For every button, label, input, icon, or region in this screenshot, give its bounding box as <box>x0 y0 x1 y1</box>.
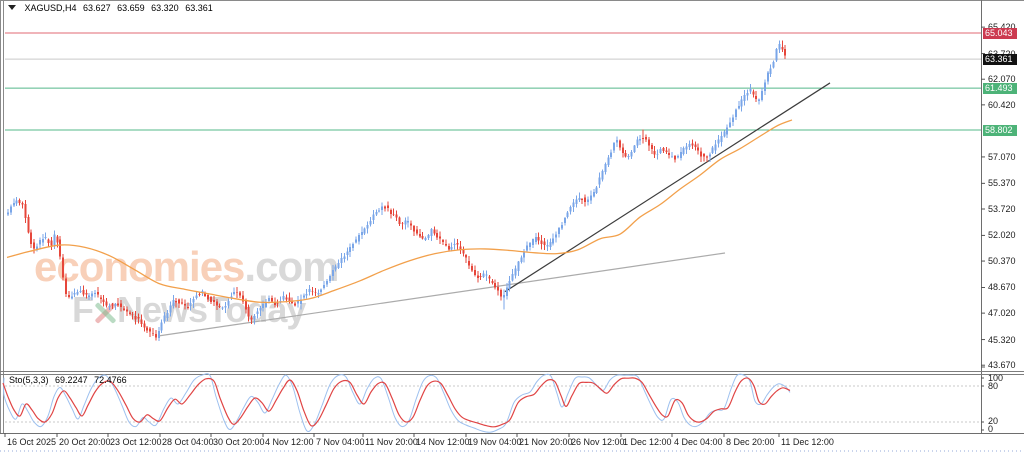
quote-close: 63.361 <box>185 3 213 13</box>
price-axis-label: 53.720 <box>988 203 1016 214</box>
price-axis-label: 47.020 <box>988 308 1016 319</box>
stoch-axis-label: 80 <box>988 381 999 391</box>
quote-high: 63.659 <box>117 3 145 13</box>
time-axis-label: 26 Nov 12:00 <box>571 437 625 447</box>
price-axis-label: 63.720 <box>988 49 1016 59</box>
time-axis-label: 11 Dec 12:00 <box>781 437 834 447</box>
time-axis-label: 21 Nov 20:00 <box>519 437 573 447</box>
time-axis-label: 7 Nov 04:00 <box>316 437 365 447</box>
symbol-label: XAGUSD,H4 <box>24 3 77 13</box>
time-axis-label: 23 Oct 12:00 <box>110 437 162 447</box>
time-axis-label: 8 Dec 20:00 <box>726 437 775 447</box>
candles <box>7 40 787 341</box>
price-axis-label: 62.070 <box>988 74 1016 85</box>
symbol-dropdown-icon[interactable] <box>8 5 16 10</box>
stoch-axis-label: 0 <box>988 424 994 434</box>
stochastic-label: Sto(5,3,3) 69.2247 72.4766 <box>9 375 131 385</box>
stochastic-main-value: 69.2247 <box>55 375 88 385</box>
price-badge-green: 61.493 <box>983 82 1017 94</box>
time-axis-label: 30 Oct 20:00 <box>213 437 265 447</box>
price-axis-label: 45.320 <box>988 334 1016 345</box>
price-axis-label: 55.370 <box>988 178 1016 189</box>
price-axis-label: 43.670 <box>988 360 1016 371</box>
quote-low: 63.320 <box>151 3 179 13</box>
price-axis-label: 60.420 <box>988 99 1016 110</box>
moving-average-line <box>6 119 793 304</box>
time-axis-label: 14 Nov 12:00 <box>416 437 470 447</box>
price-axis-label: 48.670 <box>988 282 1016 293</box>
stochastic-name: Sto(5,3,3) <box>9 375 49 385</box>
stochastic-signal-value: 72.4766 <box>94 375 127 385</box>
price-axis-label: 50.370 <box>988 256 1016 267</box>
price-badge-current: 63.361 <box>983 53 1017 65</box>
stochastic-signal-line <box>2 377 791 428</box>
watermark-news-prefix: F <box>72 289 94 330</box>
price-axis-label: 57.070 <box>988 151 1016 162</box>
price-axis-label: 52.020 <box>988 230 1016 241</box>
time-axis-label: 16 Oct 2025 <box>7 437 57 447</box>
watermark-brand: economies <box>34 243 245 290</box>
price-axis-label: 65.420 <box>988 22 1016 32</box>
quote-open: 63.627 <box>83 3 111 13</box>
rising-trendline-black <box>504 82 831 293</box>
time-axis-label: 11 Nov 20:00 <box>365 437 418 447</box>
watermark-news-suffix: NewsToday <box>117 289 306 330</box>
time-axis-label: 1 Dec 12:00 <box>623 437 672 447</box>
time-axis-label: 28 Oct 04:00 <box>162 437 214 447</box>
price-badge-red: 65.043 <box>983 27 1017 39</box>
time-axis-label: 20 Oct 20:00 <box>59 437 111 447</box>
time-axis-label: 4 Dec 04:00 <box>674 437 723 447</box>
chart-title: XAGUSD,H4 63.627 63.659 63.320 63.361 <box>8 3 217 13</box>
watermark-fxnewstoday: F NewsToday <box>72 289 306 331</box>
support-trendline-gray <box>157 252 726 337</box>
stoch-axis-label: 100 <box>988 373 1004 383</box>
stoch-axis-label: 20 <box>988 416 999 426</box>
time-axis-label: 4 Nov 12:00 <box>265 437 314 447</box>
stochastic-main-line <box>3 373 791 433</box>
price-badge-green: 58.802 <box>983 124 1017 136</box>
time-axis-label: 19 Nov 04:00 <box>468 437 522 447</box>
watermark-economies: economies.com <box>34 243 339 291</box>
